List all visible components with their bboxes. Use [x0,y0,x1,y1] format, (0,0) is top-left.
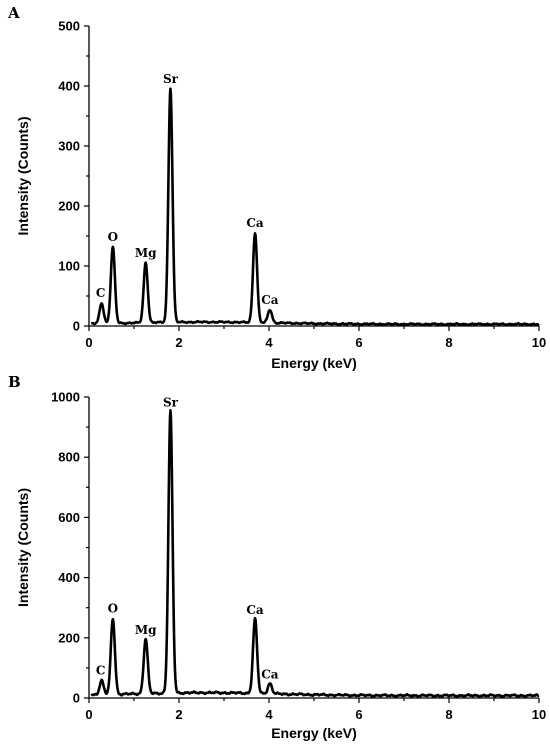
y-tick-label: 200 [58,630,80,645]
peak-label: Mg [135,246,157,260]
x-tick-label: 2 [175,335,182,350]
axis-lines [88,26,539,327]
x-tick-label: 0 [85,335,92,350]
peak-label: Mg [135,623,157,637]
y-tick-label: 500 [58,19,80,34]
y-tick-label: 1000 [51,390,80,405]
x-tick-label: 10 [532,707,546,722]
y-tick-label: 400 [58,79,80,94]
x-tick-label: 2 [175,707,182,722]
x-tick-label: 6 [355,335,362,350]
y-tick-label: 300 [58,139,80,154]
x-tick-label: 8 [445,707,452,722]
y-tick-label: 400 [58,570,80,585]
x-tick-label: 10 [532,335,546,350]
y-tick-label: 0 [73,319,80,334]
y-axis-title: Intensity (Counts) [15,117,31,236]
peak-label: O [108,602,118,616]
peak-label: Sr [163,72,179,86]
y-tick-label: 600 [58,510,80,525]
panel-letter: A [7,4,20,22]
peak-label: Ca [246,216,264,230]
x-tick-label: 8 [445,335,452,350]
x-axis-title: Energy (keV) [271,725,357,741]
x-tick-label: 6 [355,707,362,722]
y-tick-label: 800 [58,450,80,465]
y-tick-label: 200 [58,199,80,214]
peak-label: C [96,663,106,677]
x-tick-label: 4 [265,335,273,350]
y-tick-label: 0 [73,691,80,706]
peak-label: Sr [163,396,179,410]
x-tick-label: 4 [265,707,273,722]
x-tick-label: 0 [85,707,92,722]
axis-lines [88,397,539,699]
x-axis-title: Energy (keV) [271,355,357,371]
y-axis-title: Intensity (Counts) [15,488,31,607]
peak-label: C [96,286,106,300]
peak-label: O [108,230,118,244]
spectrum-panel-b: B 0 200 400 600 800 1000 0 2 4 6 8 10 Energy (keV) Int… [8,373,546,741]
y-tick-label: 100 [58,259,80,274]
peak-label: Ca [261,667,279,681]
spectrum-trace [90,409,540,699]
spectrum-panel-a: A 0 100 200 300 400 500 0 2 4 6 8 10 Energy (keV) Inte… [7,4,546,371]
peak-label: Ca [261,293,279,307]
panel-letter: B [8,373,21,391]
spectrum-trace [90,87,540,327]
peak-label: Ca [246,603,264,617]
